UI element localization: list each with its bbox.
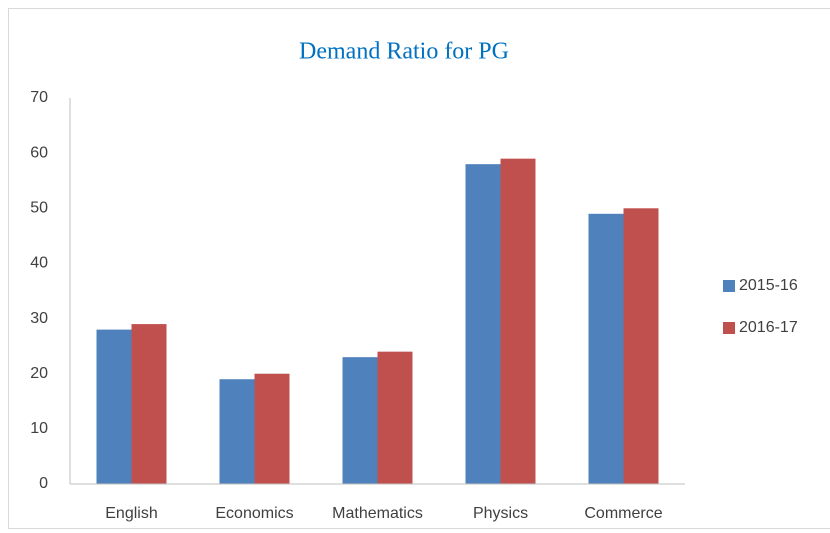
chart-title: Demand Ratio for PG [299,39,509,65]
bar [131,324,167,484]
bar [254,373,290,484]
y-tick-label: 20 [30,365,48,382]
y-tick-label: 70 [30,89,48,106]
bar [588,213,624,485]
x-tick-label: Mathematics [332,505,423,522]
legend-swatch [723,280,735,292]
x-tick-label: Economics [215,505,293,522]
y-tick-label: 30 [30,310,48,327]
legend-label: 2015-16 [739,277,798,294]
bar [465,164,501,484]
y-tick-label: 40 [30,255,48,272]
legend-label: 2016-17 [739,319,798,336]
x-tick-label: Physics [473,505,528,522]
y-tick-label: 60 [30,144,48,161]
legend-swatch [723,322,735,334]
bar [96,329,132,484]
bar [500,158,536,484]
y-tick-label: 0 [39,475,48,492]
chart-border [8,8,830,529]
y-tick-label: 50 [30,200,48,217]
y-tick-label: 10 [30,420,48,437]
bar [623,208,659,485]
bar [377,351,413,484]
x-tick-label: Commerce [584,505,662,522]
bar [342,357,378,484]
x-tick-label: English [105,505,157,522]
bar [219,379,255,484]
